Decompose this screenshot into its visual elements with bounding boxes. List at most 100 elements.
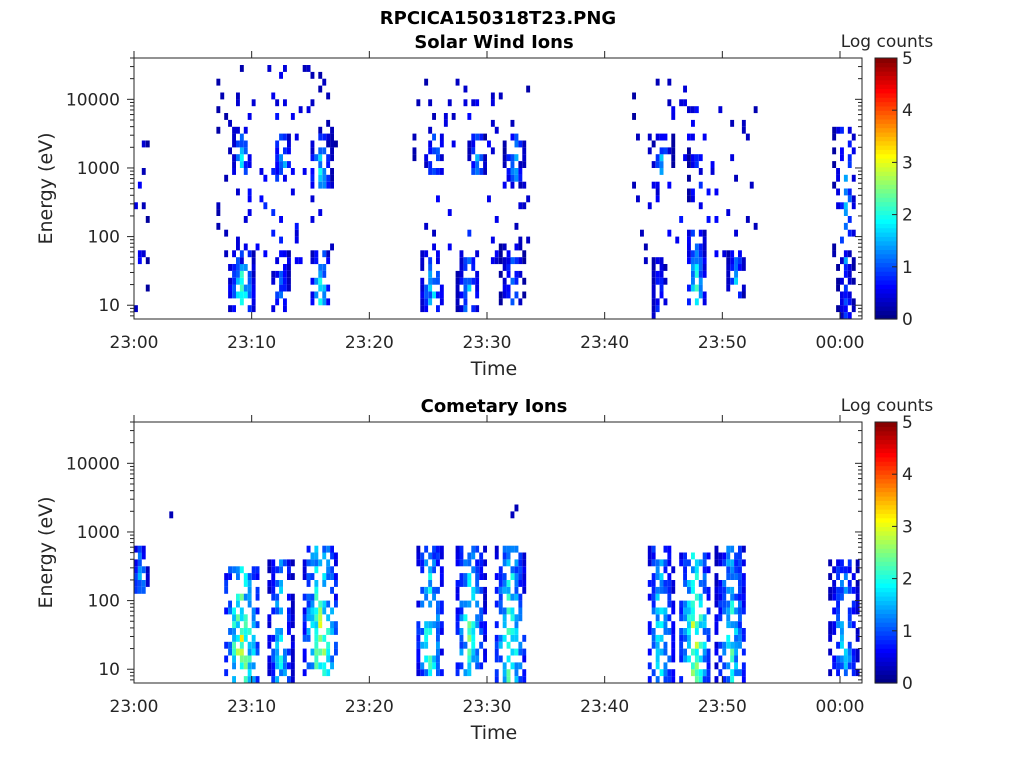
heatmap-cell [467,154,472,162]
heatmap-cell [447,243,452,251]
colorbar-segment [875,88,897,94]
heatmap-cell [334,628,338,635]
heatmap-cell [706,634,711,642]
heatmap-cell [722,586,727,594]
heatmap-cell [698,202,703,210]
heatmap-cell [236,566,240,574]
heatmap-cell [318,600,323,608]
heatmap-cell [279,586,283,594]
colorbar-frame [874,421,898,684]
heatmap-cell [840,305,844,313]
heatmap-cell [279,284,283,292]
heatmap-cell [738,669,742,677]
heatmap-cell [243,676,248,683]
heatmap-cell [832,580,837,587]
colorbar-label: Log counts [841,396,934,416]
colorbar-segment [875,314,897,320]
heatmap-cell [691,614,695,622]
heatmap-cell [310,140,315,148]
heatmap-cell [726,559,731,567]
heatmap-cell [318,284,323,292]
heatmap-cell [651,552,656,560]
heatmap-cell [671,634,676,642]
colorbar-segment [875,249,897,255]
heatmap-cell [518,298,523,306]
heatmap-cell [424,250,429,258]
heatmap-cell [420,669,425,677]
heatmap-cell [479,662,484,670]
heatmap-cell [228,147,232,155]
heatmap-cell [498,291,503,299]
heatmap-cell [287,161,291,168]
heatmap-cell [302,573,307,580]
heatmap-cell [659,669,664,677]
heatmap-cell [432,168,436,175]
heatmap-cell [330,655,334,663]
heatmap-cell [271,209,276,216]
heatmap-cell [287,566,291,574]
heatmap-cell [137,566,142,574]
heatmap-cell [228,566,232,574]
heatmap-cell [475,621,480,629]
heatmap-cell [506,593,511,601]
heatmap-cell [412,154,417,162]
heatmap-cell [502,291,507,299]
heatmap-cell [479,621,484,629]
heatmap-cell [655,573,660,580]
heatmap-cell [439,573,444,580]
colorbar-tick-label: 4 [902,101,913,121]
heatmap-cell [330,126,334,134]
heatmap-cell [310,573,315,580]
heatmap-cell [216,202,221,210]
heatmap-cell [471,628,476,635]
heatmap-cell [510,257,515,265]
heatmap-cell [510,161,515,168]
heatmap-cell [232,607,236,615]
heatmap-cell [514,559,519,567]
heatmap-cell [663,586,668,594]
heatmap-cell [428,168,433,175]
heatmap-cell [455,78,460,86]
heatmap-cell [659,147,664,155]
heatmap-cell [267,586,272,594]
heatmap-cell [738,291,742,299]
heatmap-cell [443,119,448,127]
heatmap-cell [851,655,856,663]
colorbar-segment [875,236,897,242]
heatmap-cell [691,270,695,278]
heatmap-cell [275,174,280,182]
heatmap-cell [741,580,746,587]
heatmap-cell [502,284,507,292]
heatmap-cell [459,545,464,553]
heatmap-cell [428,655,433,663]
heatmap-cell [416,600,421,608]
heatmap-cell [847,140,852,148]
heatmap-cell [471,140,476,148]
heatmap-cell [459,634,464,642]
heatmap-cell [702,580,707,587]
colorbar-segment [875,561,897,567]
heatmap-cell [247,580,252,587]
colorbar-segment [875,123,897,129]
heatmap-cell [840,566,844,574]
colorbar-segment [875,596,897,601]
heatmap-cell [836,559,840,567]
heatmap-cell [698,621,703,629]
colorbar-segment [875,284,897,290]
heatmap-cell [702,257,707,265]
heatmap-cell [698,270,703,278]
heatmap-cell [502,614,507,622]
heatmap-cell [420,305,425,313]
heatmap-cell [694,641,699,649]
heatmap-cell [706,669,711,677]
heatmap-cell [855,559,860,567]
heatmap-cell [232,154,236,162]
heatmap-cell [463,298,468,306]
heatmap-cell [667,600,672,608]
heatmap-cell [738,593,742,601]
colorbar-segment [875,275,897,281]
heatmap-cell [247,676,252,683]
heatmap-cell [455,284,460,292]
heatmap-cell [514,168,519,175]
heatmap-cell [691,257,695,265]
